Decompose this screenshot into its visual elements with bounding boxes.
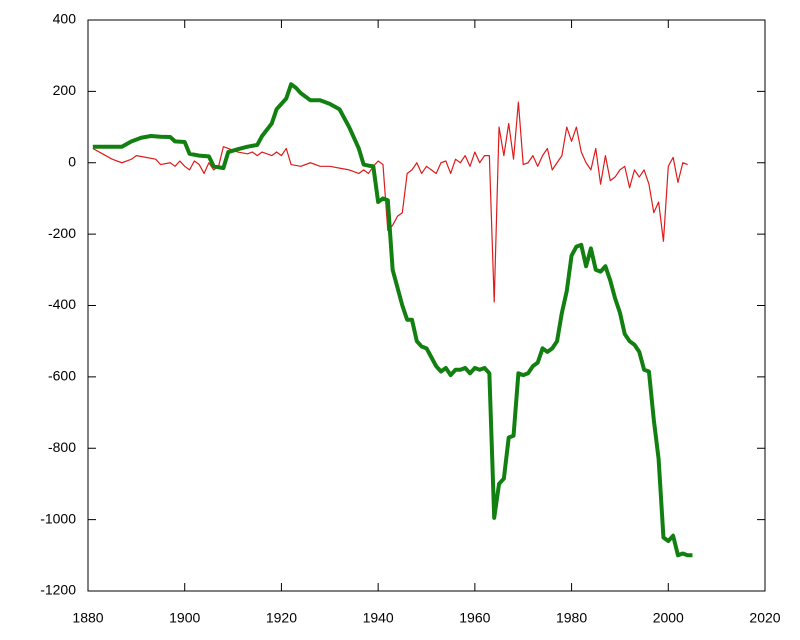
y-tick-label: -800: [48, 439, 76, 455]
x-tick-label: 1900: [169, 610, 200, 626]
y-tick-label: -200: [48, 225, 76, 241]
y-tick-label: -400: [48, 296, 76, 312]
x-tick-label: 1960: [459, 610, 490, 626]
x-tick-label: 1980: [556, 610, 587, 626]
y-tick-label: -1200: [40, 582, 76, 598]
series-line: [92, 101, 688, 303]
x-tick-label: 2000: [653, 610, 684, 626]
x-tick-label: 1880: [72, 610, 103, 626]
x-tick-label: 2020: [749, 610, 780, 626]
y-tick-label: -1000: [40, 510, 76, 526]
y-tick-label: 0: [68, 153, 76, 169]
y-tick-label: -600: [48, 368, 76, 384]
y-tick-label: 400: [53, 11, 77, 27]
y-tick-label: 200: [53, 82, 77, 98]
series-line: [92, 82, 693, 558]
x-tick-label: 1920: [266, 610, 297, 626]
x-tick-label: 1940: [363, 610, 394, 626]
